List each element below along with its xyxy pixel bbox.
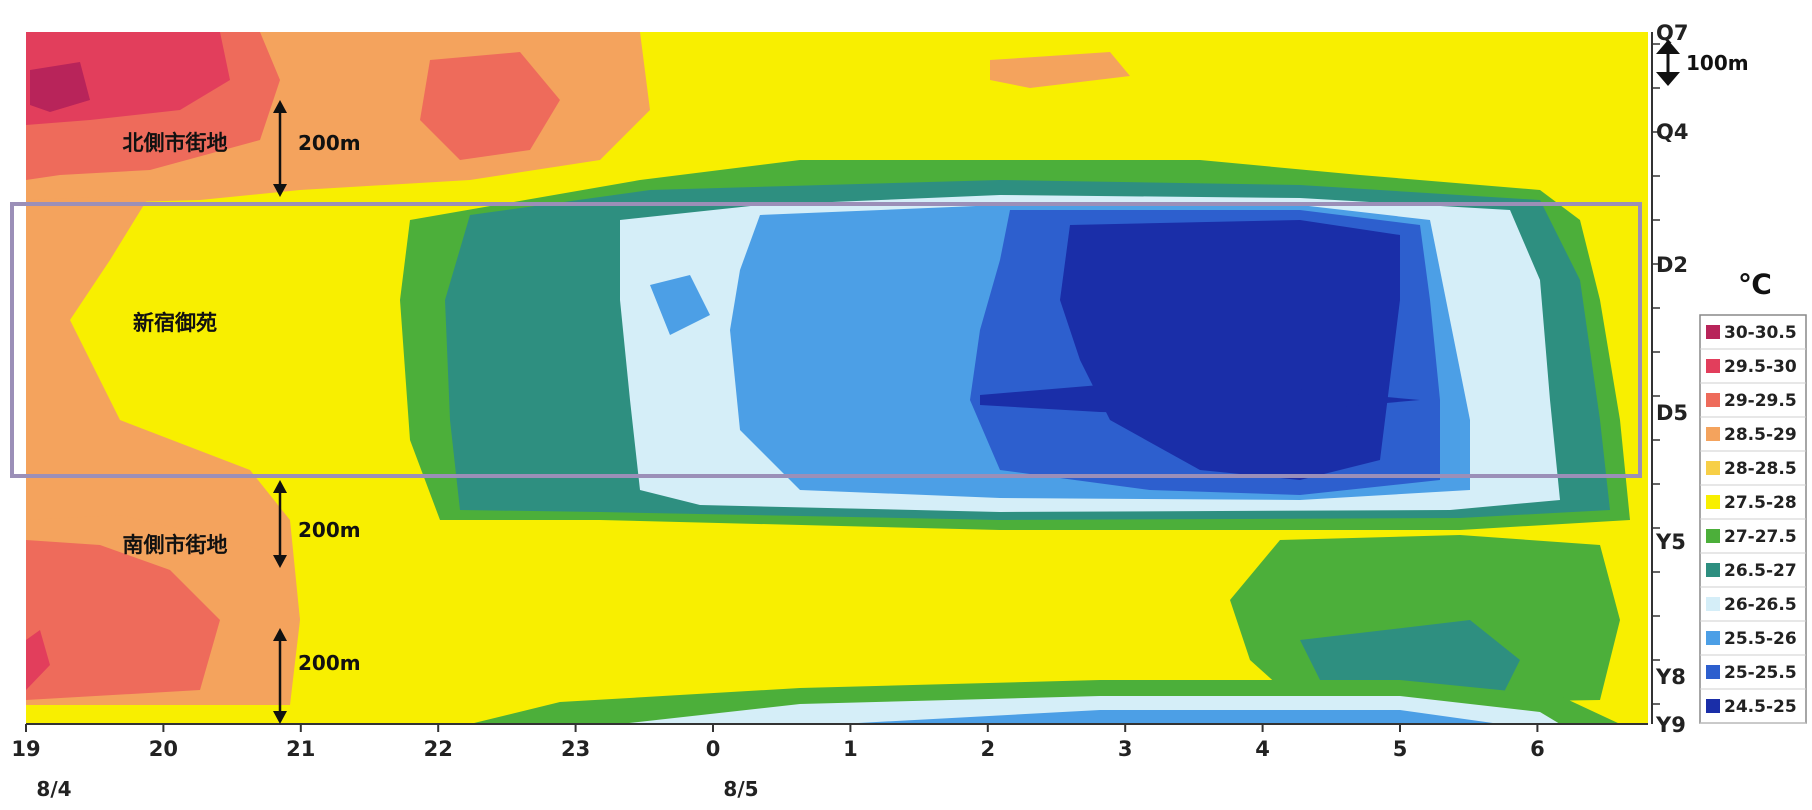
legend-swatch xyxy=(1706,699,1720,713)
legend-swatch xyxy=(1706,495,1720,509)
legend-swatch xyxy=(1706,461,1720,475)
legend-swatch xyxy=(1706,427,1720,441)
legend-label: 28-28.5 xyxy=(1724,459,1797,479)
legend-label: 24.5-25 xyxy=(1724,697,1797,717)
scale-label: 100m xyxy=(1686,51,1749,75)
distance-label: 200m xyxy=(298,131,361,155)
legend-entry: 25-25.5 xyxy=(1700,663,1806,690)
x-tick-label: 20 xyxy=(149,737,178,761)
legend-entry: 28.5-29 xyxy=(1700,425,1806,452)
legend-entry: 24.5-25 xyxy=(1700,697,1806,724)
y-tick-label: D2 xyxy=(1656,253,1688,277)
legend-label: 28.5-29 xyxy=(1724,425,1797,445)
arrow-south-lower-head-down xyxy=(273,711,287,724)
y-tick-label: Q7 xyxy=(1656,21,1688,45)
legend-entry: 26-26.5 xyxy=(1700,595,1806,622)
legend-title: ℃ xyxy=(1738,268,1772,301)
legend-entry: 30-30.5 xyxy=(1700,323,1806,350)
legend-label: 27-27.5 xyxy=(1724,527,1797,547)
x-tick-label: 19 xyxy=(11,737,40,761)
legend-swatch xyxy=(1706,529,1720,543)
distance-label: 200m xyxy=(298,651,361,675)
arrow-south-lower-head-up xyxy=(273,628,287,641)
arrow-north-head-down xyxy=(273,184,287,197)
legend-swatch xyxy=(1706,597,1720,611)
legend-entry: 29-29.5 xyxy=(1700,391,1806,418)
legend-label: 26-26.5 xyxy=(1724,595,1797,615)
zone-label-north: 北側市街地 xyxy=(123,131,228,155)
legend-swatch xyxy=(1706,665,1720,679)
legend-entry: 26.5-27 xyxy=(1700,561,1806,588)
x-tick-label: 6 xyxy=(1530,737,1545,761)
y-tick-label: Y9 xyxy=(1655,713,1686,737)
south-hot-tail xyxy=(26,630,50,690)
legend-entry: 29.5-30 xyxy=(1700,357,1806,384)
park-highlight-box xyxy=(10,202,1642,478)
scale-arrow-head-up xyxy=(1656,40,1680,54)
y-tick-label: Y8 xyxy=(1655,665,1686,689)
arrow-south-upper-head-up xyxy=(273,480,287,493)
scale-arrow-head-down xyxy=(1656,72,1680,86)
x-tick-label: 2 xyxy=(980,737,995,761)
legend-label: 25-25.5 xyxy=(1724,663,1797,683)
legend-swatch xyxy=(1706,631,1720,645)
y-tick-label: Y5 xyxy=(1655,530,1686,554)
zone-label-south: 南側市街地 xyxy=(123,533,228,557)
x-tick-label: 1 xyxy=(843,737,858,761)
north-extreme-zone xyxy=(30,62,90,112)
x-tick-label: 22 xyxy=(424,737,453,761)
south-hot-zone xyxy=(26,540,220,700)
x-tick-label: 3 xyxy=(1118,737,1133,761)
x-tick-label: 0 xyxy=(706,737,721,761)
legend-swatch xyxy=(1706,325,1720,339)
north-hot-zone-2 xyxy=(420,52,560,160)
x-tick-label: 4 xyxy=(1255,737,1270,761)
legend-label: 26.5-27 xyxy=(1724,561,1797,581)
legend-label: 30-30.5 xyxy=(1724,323,1797,343)
y-tick-label: D5 xyxy=(1656,401,1688,425)
legend-entry: 27-27.5 xyxy=(1700,527,1806,554)
arrow-north-head-up xyxy=(273,100,287,113)
legend-label: 29.5-30 xyxy=(1724,357,1797,377)
legend-entry: 28-28.5 xyxy=(1700,459,1806,486)
y-tick-label: Q4 xyxy=(1656,120,1688,144)
date-label: 8/4 xyxy=(36,777,71,801)
legend-entry: 25.5-26 xyxy=(1700,629,1806,656)
x-tick-label: 21 xyxy=(286,737,315,761)
distance-label: 200m xyxy=(298,518,361,542)
legend-label: 29-29.5 xyxy=(1724,391,1797,411)
legend-swatch xyxy=(1706,359,1720,373)
legend-swatch xyxy=(1706,393,1720,407)
bottom-blue-band xyxy=(840,710,1500,724)
legend-swatch xyxy=(1706,563,1720,577)
x-tick-label: 5 xyxy=(1393,737,1408,761)
legend: ℃ 30-30.5 29.5-30 29-29.5 28.5-29 28-28.5 27.5… xyxy=(1699,268,1807,724)
park-darkest-streak xyxy=(980,385,1420,415)
legend-label: 27.5-28 xyxy=(1724,493,1797,513)
legend-label: 25.5-26 xyxy=(1724,629,1797,649)
zone-label-park: 新宿御苑 xyxy=(133,311,217,335)
date-label: 8/5 xyxy=(723,777,758,801)
legend-entry: 27.5-28 xyxy=(1700,493,1806,520)
park-cool-spot xyxy=(650,275,710,335)
north-warm-spot xyxy=(990,52,1130,88)
x-tick-label: 23 xyxy=(561,737,590,761)
heatmap-field xyxy=(26,32,1648,724)
park-darkest-blue xyxy=(1060,220,1400,480)
arrow-south-upper-head-down xyxy=(273,555,287,568)
